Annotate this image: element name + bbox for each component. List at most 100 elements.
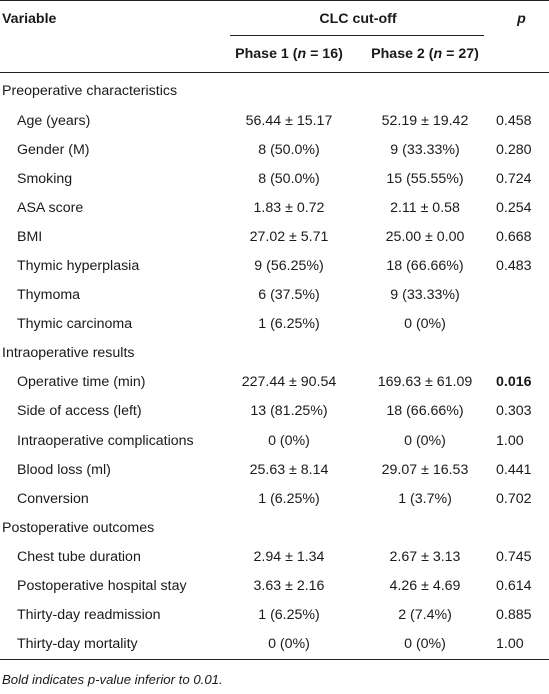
phase-1-cell: 1 (6.25%) <box>258 316 320 333</box>
phase-1-header: Phase 1 (n = 16) <box>222 36 356 73</box>
phase-2-cell: 1 (3.7%) <box>398 490 452 507</box>
variable-cell: Thirty-day mortality <box>0 629 222 660</box>
phase-1-cell: 8 (50.0%) <box>258 141 320 158</box>
variable-cell: Thymic hyperplasia <box>17 258 140 274</box>
variable-cell: Chest tube duration <box>17 548 141 565</box>
phase-1-cell: 9 (56.25%) <box>254 258 324 274</box>
phase-2-cell: 25.00 ± 0.00 <box>385 228 465 245</box>
table-row: Thymic carcinoma 1 (6.25%) 0 (0%) <box>0 310 549 339</box>
clc-cutoff-header: CLC cut-off <box>222 0 495 36</box>
phase-1-cell: 8 (50.0%) <box>258 170 320 187</box>
section-row: Preoperative characteristics <box>0 73 549 107</box>
phase-2-cell: 0 (0%) <box>356 629 495 660</box>
variable-cell: Operative time (min) <box>17 374 146 391</box>
p-value-cell: 0.458 <box>496 112 532 129</box>
p-value-cell: 0.254 <box>496 199 532 216</box>
clc-cutoff-label: CLC cut-off <box>319 10 397 27</box>
p-value-cell: 0.885 <box>496 607 532 624</box>
section-title: Postoperative outcomes <box>2 519 155 536</box>
phase-2-cell: 2.11 ± 0.58 <box>390 199 460 216</box>
phase-2-cell: 2 (7.4%) <box>398 607 452 624</box>
p-value-cell: 0.483 <box>496 258 532 274</box>
header-row-2: Phase 1 (n = 16) Phase 2 (n = 27) <box>0 36 549 73</box>
table-row: Side of access (left) 13 (81.25%) 18 (66.6… <box>0 397 549 426</box>
section-title: Intraoperative results <box>2 345 135 362</box>
variable-cell: Blood loss (ml) <box>17 461 111 478</box>
table-row: Smoking 8 (50.0%) 15 (55.55%) 0.724 <box>0 164 549 193</box>
section-row: Intraoperative results <box>0 339 549 368</box>
phase-2-cell: 2.67 ± 3.13 <box>389 548 461 565</box>
phase-1-cell: 1 (6.25%) <box>258 607 320 624</box>
phase-1-cell: 13 (81.25%) <box>250 403 328 420</box>
phase-1-cell: 2.94 ± 1.34 <box>253 548 325 565</box>
table-header: Variable CLC cut-off p Phase 1 (n = 16) … <box>0 0 549 73</box>
phase-2-cell: 29.07 ± 16.53 <box>381 461 469 478</box>
p-value-cell: 0.702 <box>496 490 532 507</box>
p-value-column-header: p <box>494 0 549 36</box>
table-row: Blood loss (ml) 25.63 ± 8.14 29.07 ± 16.53… <box>0 455 549 484</box>
phase-2-cell: 9 (33.33%) <box>390 141 460 158</box>
phase-1-cell: 27.02 ± 5.71 <box>249 228 329 245</box>
table-row: ASA score 1.83 ± 0.72 2.11 ± 0.58 0.254 <box>0 193 549 222</box>
variable-cell: Conversion <box>17 490 89 507</box>
p-value-cell: 1.00 <box>494 629 549 660</box>
variable-cell: ASA score <box>17 199 84 216</box>
p-value-cell: 0.280 <box>496 141 532 158</box>
p-value-cell <box>494 281 549 310</box>
phase-2-cell: 4.26 ± 4.69 <box>389 578 461 595</box>
phase-1-cell: 227.44 ± 90.54 <box>241 374 337 391</box>
phase-2-cell: 15 (55.55%) <box>386 170 464 187</box>
p-value-cell: 0.016 <box>496 374 532 391</box>
results-table: Variable CLC cut-off p Phase 1 (n = 16) … <box>0 0 549 660</box>
table-row: Thymoma 6 (37.5%) 9 (33.33%) <box>0 281 549 310</box>
p-value-cell <box>494 310 549 339</box>
header-row-1: Variable CLC cut-off p <box>0 0 549 36</box>
variable-column-header: Variable <box>0 0 222 36</box>
variable-cell: Postoperative hospital stay <box>17 578 187 595</box>
phase-2-cell: 0 (0%) <box>404 316 446 333</box>
variable-cell: Smoking <box>17 170 73 187</box>
table-row: Operative time (min) 227.44 ± 90.54 169.63… <box>0 368 549 397</box>
p-value-cell: 0.614 <box>496 578 532 595</box>
header-spacer-p <box>494 36 549 73</box>
table-row: Age (years) 56.44 ± 15.17 52.19 ± 19.42 0.4… <box>0 106 549 135</box>
p-value-cell: 0.668 <box>496 228 532 245</box>
phase-1-cell: 1.83 ± 0.72 <box>253 199 325 216</box>
phase-2-cell: 18 (66.66%) <box>386 403 464 420</box>
phase-2-cell: 169.63 ± 61.09 <box>377 374 473 391</box>
phase-1-cell: 0 (0%) <box>268 432 310 449</box>
table-row: Thirty-day readmission 1 (6.25%) 2 (7.4%) 0… <box>0 601 549 630</box>
p-value-cell: 0.745 <box>496 548 532 565</box>
variable-cell: Age (years) <box>17 112 91 129</box>
p-value-cell: 1.00 <box>496 432 524 449</box>
phase-1-cell: 1 (6.25%) <box>258 490 320 507</box>
table-row: BMI 27.02 ± 5.71 25.00 ± 0.00 0.668 <box>0 222 549 251</box>
p-value-cell: 0.441 <box>496 461 532 478</box>
variable-cell: Side of access (left) <box>17 403 142 420</box>
phase-1-cell: 6 (37.5%) <box>258 287 320 304</box>
header-spacer <box>0 36 222 73</box>
phase-1-cell: 3.63 ± 2.16 <box>253 578 325 595</box>
variable-cell: Intraoperative complications <box>17 432 194 449</box>
phase-2-header: Phase 2 (n = 27) <box>356 36 495 73</box>
phase-2-cell: 52.19 ± 19.42 <box>381 112 469 129</box>
variable-cell: BMI <box>17 228 43 245</box>
table-row: Postoperative hospital stay 3.63 ± 2.16 4.… <box>0 572 549 601</box>
table-row: Conversion 1 (6.25%) 1 (3.7%) 0.702 <box>0 484 549 513</box>
table-row: Thymic hyperplasia 9 (56.25%) 18 (66.66%) 0… <box>0 252 549 281</box>
section-title: Preoperative characteristics <box>2 83 178 100</box>
table-footnote: Bold indicates p-value inferior to 0.01. <box>2 671 223 687</box>
section-row: Postoperative outcomes <box>0 513 549 542</box>
group-underline <box>230 35 485 36</box>
p-value-cell: 0.724 <box>496 170 532 187</box>
variable-cell: Thymic carcinoma <box>17 316 133 333</box>
phase-1-cell: 56.44 ± 15.17 <box>245 112 333 129</box>
table-row: Thirty-day mortality 0 (0%) 0 (0%) 1.00 <box>0 629 549 660</box>
table-body: Preoperative characteristics Age (years) 5… <box>0 73 549 660</box>
phase-2-cell: 0 (0%) <box>404 432 446 449</box>
phase-1-cell: 0 (0%) <box>222 629 356 660</box>
variable-cell: Thymoma <box>17 287 81 304</box>
phase-2-cell: 18 (66.66%) <box>386 258 464 274</box>
phase-1-cell: 25.63 ± 8.14 <box>249 461 329 478</box>
